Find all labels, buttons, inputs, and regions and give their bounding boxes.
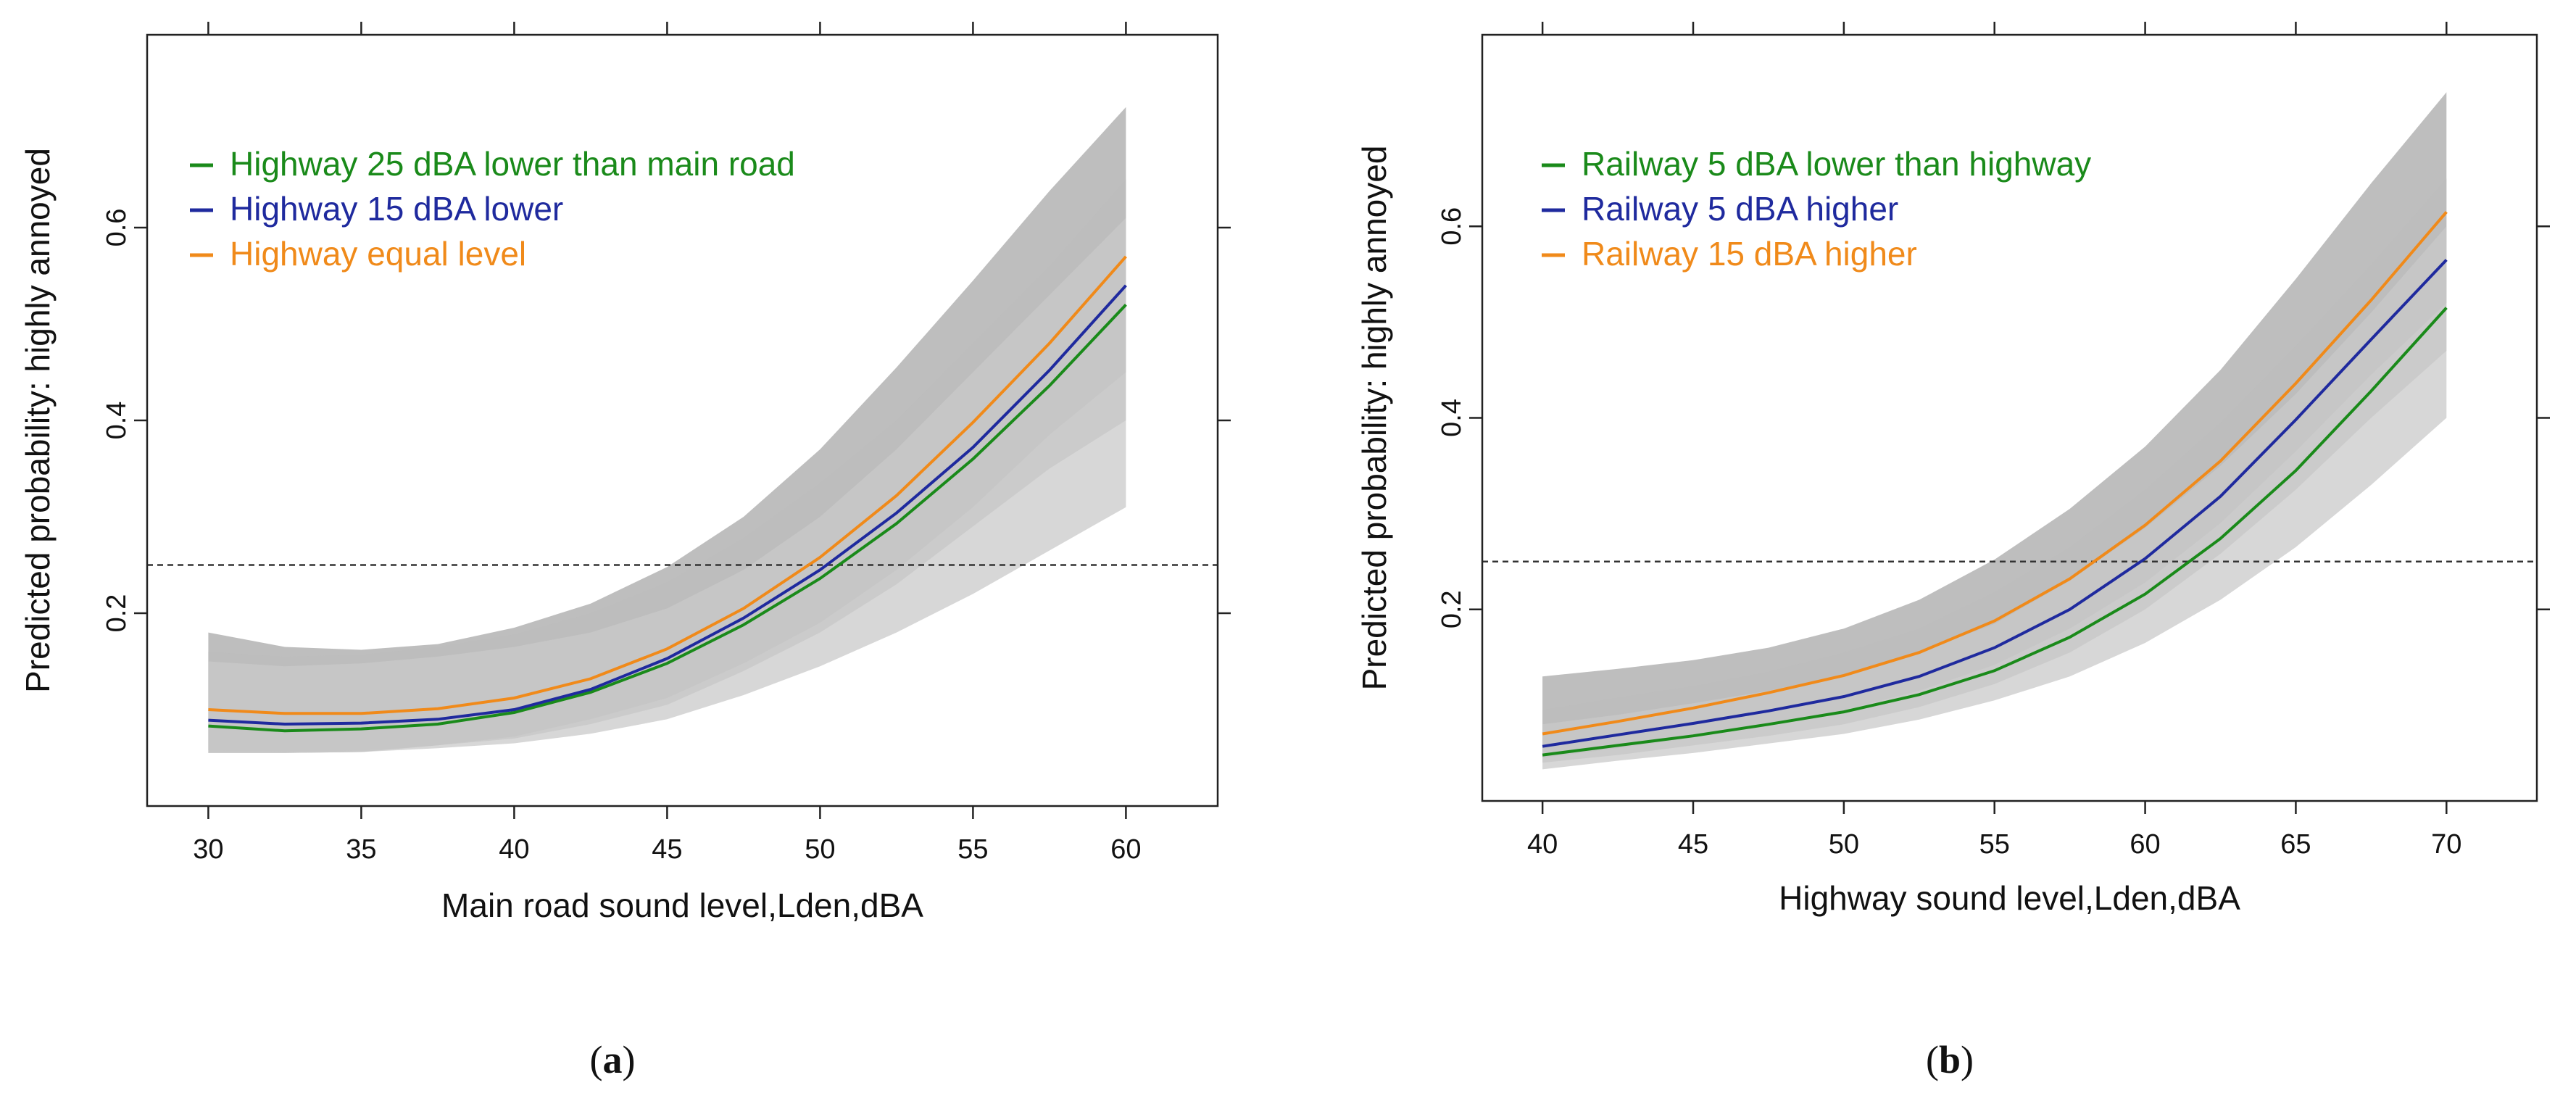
y-tick-label: 0.6 (101, 209, 132, 247)
y-tick-label: 0.6 (1437, 207, 1467, 246)
panel-label: (b) (1926, 1038, 1974, 1081)
y-tick-label: 0.2 (101, 594, 132, 633)
series-line (1542, 307, 2448, 757)
panel-a: 30 35 40 45 50 55 60 0.2 0.4 0.6 Main road sound l… (19, 22, 1231, 1081)
x-axis-label: Main road sound level,Lden,dBA (441, 886, 923, 924)
x-tick-label: 55 (957, 834, 988, 865)
x-tick-label: 45 (652, 834, 682, 865)
panel-b: 40 45 50 55 60 65 70 0.2 0.4 0.6 Highway sound lev… (1355, 22, 2550, 1081)
legend-entry: Railway 15 dBA higher (1582, 235, 1917, 273)
y-tick-label: 0.2 (1437, 590, 1467, 628)
x-tick-label: 60 (2130, 829, 2160, 860)
x-tick-label: 65 (2280, 829, 2311, 860)
legend-entry: Highway equal level (230, 235, 526, 273)
series-line (1542, 259, 2448, 748)
x-tick-label: 70 (2431, 829, 2461, 860)
y-tick-label: 0.4 (101, 402, 132, 440)
x-tick-label: 40 (1527, 829, 1558, 860)
x-tick-label: 30 (193, 834, 223, 865)
x-tick-label: 50 (805, 834, 835, 865)
y-tick-label: 0.4 (1437, 399, 1467, 437)
series-line (208, 304, 1127, 733)
legend-entry: Highway 15 dBA lower (230, 190, 563, 228)
panel-label: (a) (590, 1038, 636, 1081)
x-tick-label: 45 (1678, 829, 1708, 860)
y-axis-label: Predicted probability: highly annoyed (19, 148, 57, 693)
x-axis-label: Highway sound level,Lden,dBA (1779, 879, 2240, 917)
y-axis-label: Predicted probability: highly annoyed (1355, 146, 1393, 691)
x-tick-label: 50 (1829, 829, 1859, 860)
legend-entry: Highway 25 dBA lower than main road (230, 145, 795, 183)
confidence-band (208, 217, 1126, 753)
legend-entry: Railway 5 dBA lower than highway (1582, 145, 2091, 183)
x-tick-label: 35 (346, 834, 376, 865)
x-tick-label: 55 (1979, 829, 2010, 860)
legend-entry: Railway 5 dBA higher (1582, 190, 1898, 228)
series-line (208, 255, 1127, 715)
x-tick-label: 60 (1110, 834, 1141, 865)
x-tick-label: 40 (499, 834, 529, 865)
series-line (1542, 211, 2448, 736)
series-line (208, 284, 1127, 726)
